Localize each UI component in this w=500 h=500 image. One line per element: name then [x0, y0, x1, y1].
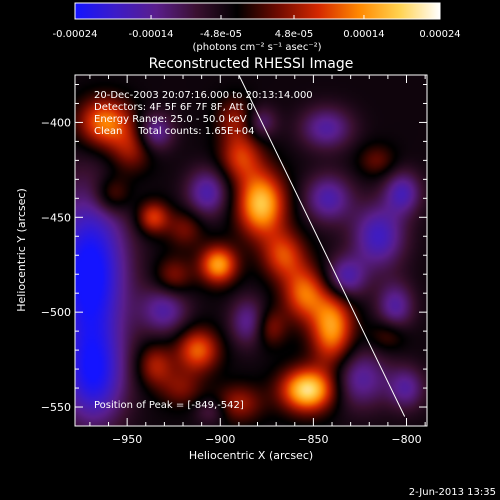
x-axis-label: Heliocentric X (arcsec): [189, 449, 313, 462]
clean-total-counts: Clean Total counts: 1.65E+04: [94, 126, 254, 137]
y-tick-label: −500: [41, 306, 71, 319]
colorbar-tick-label: -0.00024: [53, 29, 98, 40]
chart-title: Reconstructed RHESSI Image: [149, 56, 354, 72]
colorbar-tick-label: 0.00024: [419, 29, 460, 40]
colorbar-tick-label: -4.8e-05: [200, 29, 242, 40]
x-tick-label: −950: [112, 433, 142, 446]
y-tick-label: −450: [41, 211, 71, 224]
colorbar: [74, 2, 441, 20]
observation-time: 20-Dec-2003 20:07:16.000 to 20:13:14.000: [94, 90, 313, 101]
axis-ticks: −950 −900 −850 −800 −400 −450 −500 −550: [41, 75, 427, 446]
x-tick-label: −800: [391, 433, 421, 446]
peak-position: Position of Peak = [-849,-542]: [94, 400, 244, 411]
y-tick-label: −400: [41, 116, 71, 129]
x-tick-label: −900: [205, 433, 235, 446]
colorbar-tick-label: 0.00014: [343, 29, 384, 40]
colorbar-ticks: -0.00024 -0.00014 -4.8e-05 4.8e-05 0.00014 0.…: [53, 15, 461, 40]
limb-line: [238, 75, 406, 417]
detectors-info: Detectors: 4F 5F 6F 7F 8F, Att 0: [94, 102, 253, 113]
heatmap-image: [75, 75, 427, 426]
energy-range: Energy Range: 25.0 - 50.0 keV: [94, 114, 247, 125]
colorbar-tick-label: 4.8e-05: [275, 29, 313, 40]
colorbar-tick-label: -0.00014: [129, 29, 174, 40]
colorbar-unit-label: (photons cm⁻² s⁻¹ asec⁻²): [192, 42, 321, 53]
plot-frame: [74, 74, 428, 427]
y-axis-label: Heliocentric Y (arcsec): [15, 188, 28, 312]
date-stamp: 2-Jun-2013 13:35: [409, 487, 496, 498]
y-tick-label: −550: [41, 401, 71, 414]
x-tick-label: −850: [298, 433, 328, 446]
